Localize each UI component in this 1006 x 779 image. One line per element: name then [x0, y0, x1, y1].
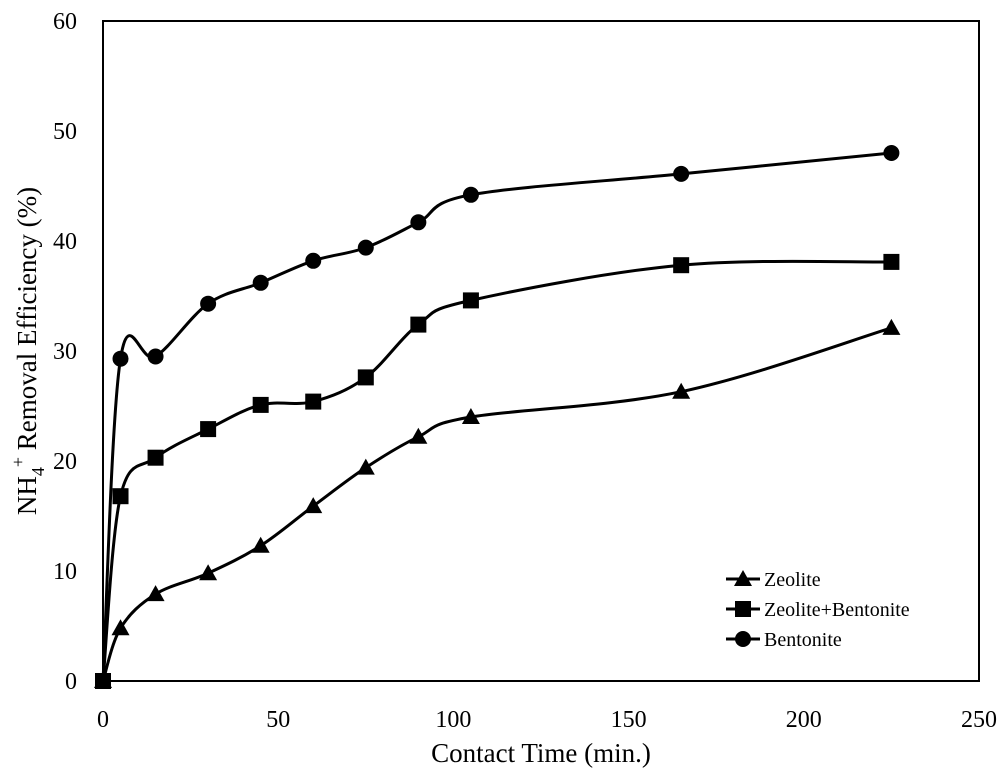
x-axis-title: Contact Time (min.): [431, 738, 651, 768]
data-point-zeolite-bentonite: [462, 292, 479, 309]
y-axis-title-prefix: NH: [12, 476, 42, 515]
data-point-zeolite: [461, 408, 480, 424]
data-point-bentonite: [883, 145, 900, 161]
data-point-zeolite: [251, 536, 270, 553]
data-point-zeolite: [199, 564, 218, 581]
y-axis-title-subscript: 4: [28, 467, 48, 476]
data-point-bentonite: [95, 673, 111, 689]
data-point-zeolite-bentonite: [252, 396, 269, 413]
x-tick-label: 200: [786, 707, 822, 733]
data-point-zeolite-bentonite: [357, 369, 374, 386]
y-tick-label: 10: [53, 559, 77, 585]
series-zeolite-bentonite: [95, 253, 900, 689]
data-point-bentonite: [112, 350, 129, 367]
data-point-zeolite-bentonite: [305, 393, 322, 410]
axis-ticks: 0 50 100 150 200 250 0 10 20 30 40 50 60: [53, 9, 997, 733]
x-tick-label: 150: [611, 707, 647, 733]
data-point-zeolite-bentonite: [200, 421, 217, 438]
x-tick-label: 50: [266, 707, 290, 733]
data-point-zeolite: [882, 318, 901, 335]
y-tick-label: 30: [53, 339, 77, 365]
data-point-bentonite: [673, 165, 690, 182]
legend-marker-zeolite: [734, 570, 752, 586]
legend-marker-bentonite: [735, 631, 751, 647]
data-point-bentonite: [357, 239, 374, 256]
y-tick-label: 40: [53, 229, 77, 255]
data-point-bentonite: [200, 295, 217, 312]
series-group: [94, 145, 901, 689]
data-point-bentonite: [410, 214, 427, 231]
data-point-bentonite: [462, 186, 479, 203]
legend-marker-zeolite-bentonite: [735, 601, 751, 617]
plot-frame: [102, 20, 980, 682]
data-point-zeolite-bentonite: [112, 488, 129, 505]
data-point-zeolite: [672, 382, 691, 399]
data-point-zeolite: [409, 427, 428, 444]
data-point-zeolite-bentonite: [883, 253, 900, 270]
x-tick-label: 0: [97, 707, 109, 733]
x-tick-label: 250: [961, 707, 997, 733]
y-tick-label: 60: [53, 9, 77, 35]
data-point-bentonite: [305, 252, 322, 269]
legend-item-zeolite: Zeolite: [726, 569, 821, 591]
data-point-zeolite: [146, 585, 165, 602]
data-point-zeolite-bentonite: [673, 257, 690, 274]
y-axis-title-superscript: +: [8, 457, 28, 467]
y-tick-label: 50: [53, 119, 77, 145]
legend-label: Zeolite+Bentonite: [764, 599, 910, 621]
legend-label: Zeolite: [764, 569, 821, 591]
data-point-bentonite: [252, 274, 269, 291]
y-tick-label: 0: [65, 669, 77, 695]
series-line-zeolite-bentonite: [101, 259, 892, 682]
legend-item-bentonite: Bentonite: [726, 629, 842, 651]
y-axis-title: NH4+ Removal Efficiency (%): [8, 187, 48, 515]
x-tick-label: 100: [435, 707, 471, 733]
series-bentonite: [95, 145, 900, 689]
data-point-bentonite: [147, 348, 164, 365]
legend: Zeolite Zeolite+Bentonite Bentonite: [726, 569, 910, 651]
data-point-zeolite: [304, 497, 323, 514]
series-zeolite: [94, 318, 901, 688]
data-point-zeolite: [356, 458, 375, 475]
legend-item-zeolite-bentonite: Zeolite+Bentonite: [726, 599, 910, 621]
data-point-zeolite-bentonite: [147, 449, 164, 466]
data-point-zeolite-bentonite: [410, 316, 427, 333]
data-point-zeolite: [111, 619, 130, 636]
y-tick-label: 20: [53, 449, 77, 475]
legend-label: Bentonite: [764, 629, 842, 651]
y-axis-title-suffix: Removal Efficiency (%): [12, 187, 42, 457]
